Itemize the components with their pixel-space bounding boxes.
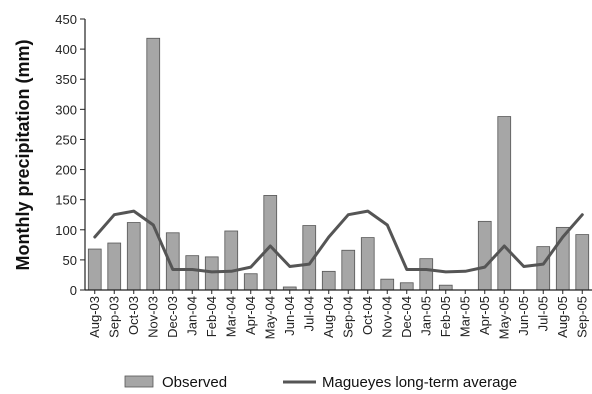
- x-tick-label: Sep-04: [340, 296, 355, 338]
- bar: [263, 195, 278, 291]
- x-tick-label: Jan-04: [184, 296, 199, 336]
- bar: [87, 248, 102, 291]
- legend: Observed Magueyes long-term average: [124, 374, 517, 391]
- y-tick-label: 250: [55, 132, 77, 147]
- y-axis-title: Monthly precipitation (mm): [13, 40, 33, 271]
- bar: [321, 270, 336, 291]
- x-tick-label: Jul-05: [535, 296, 550, 331]
- x-tick-label: Aug-04: [321, 296, 336, 338]
- x-tick-label: Sep-03: [106, 296, 121, 338]
- bar: [536, 246, 551, 291]
- x-tick-label: Oct-03: [126, 296, 141, 335]
- bar: [497, 116, 512, 291]
- x-tick-label: Jun-05: [516, 296, 531, 336]
- x-tick-label: Jun-04: [282, 296, 297, 336]
- x-tick-label: Aug-03: [87, 296, 102, 338]
- x-tick-label: Apr-04: [243, 296, 258, 335]
- y-tick-label: 300: [55, 102, 77, 117]
- bar: [477, 220, 492, 291]
- y-tick-label: 150: [55, 193, 77, 208]
- y-tick-label: 50: [63, 253, 77, 268]
- bar: [575, 234, 590, 291]
- x-tick-label: Jul-04: [301, 296, 316, 331]
- y-tick-label: 450: [55, 12, 77, 27]
- bar: [399, 282, 414, 291]
- bar: [243, 273, 258, 291]
- bar: [146, 37, 161, 291]
- x-tick-label: Feb-05: [438, 296, 453, 337]
- legend-average-label: Magueyes long-term average: [322, 374, 517, 391]
- x-tick-label: Sep-05: [574, 296, 589, 338]
- bar: [107, 242, 122, 291]
- x-tick-label: Mar-04: [223, 296, 238, 337]
- x-tick-label: Aug-05: [555, 296, 570, 338]
- y-tick-label: 0: [70, 283, 77, 298]
- x-tick-label: Apr-05: [477, 296, 492, 335]
- bar: [224, 230, 239, 291]
- y-tick-label: 200: [55, 163, 77, 178]
- bar: [341, 249, 356, 291]
- x-tick-label: Feb-04: [204, 296, 219, 337]
- bar: [204, 256, 219, 291]
- x-tick-label: Oct-04: [360, 296, 375, 335]
- plot-area: 0 50 100 150 200 250 300 350 400 450 Aug-03 Sep-03 O…: [55, 12, 592, 339]
- x-tick-label: Nov-03: [145, 296, 160, 338]
- y-tick-label: 400: [55, 42, 77, 57]
- x-tick-label: Nov-04: [379, 296, 394, 338]
- bar: [419, 258, 434, 291]
- legend-observed-label: Observed: [162, 374, 227, 391]
- x-tick-label: Dec-04: [399, 296, 414, 338]
- bar: [380, 278, 395, 291]
- bar: [360, 237, 375, 291]
- y-tick-label: 350: [55, 72, 77, 87]
- x-tick-label: May-04: [262, 296, 277, 339]
- x-tick-label: May-05: [496, 296, 511, 339]
- bar: [185, 255, 200, 291]
- average-series-line: [93, 209, 584, 274]
- bar: [126, 222, 141, 291]
- legend-observed-swatch: [124, 375, 154, 388]
- x-tick-label: Jan-05: [418, 296, 433, 336]
- x-tick-label: Dec-03: [165, 296, 180, 338]
- y-tick-label: 100: [55, 223, 77, 238]
- bar: [438, 284, 453, 291]
- x-tick-label: Mar-05: [457, 296, 472, 337]
